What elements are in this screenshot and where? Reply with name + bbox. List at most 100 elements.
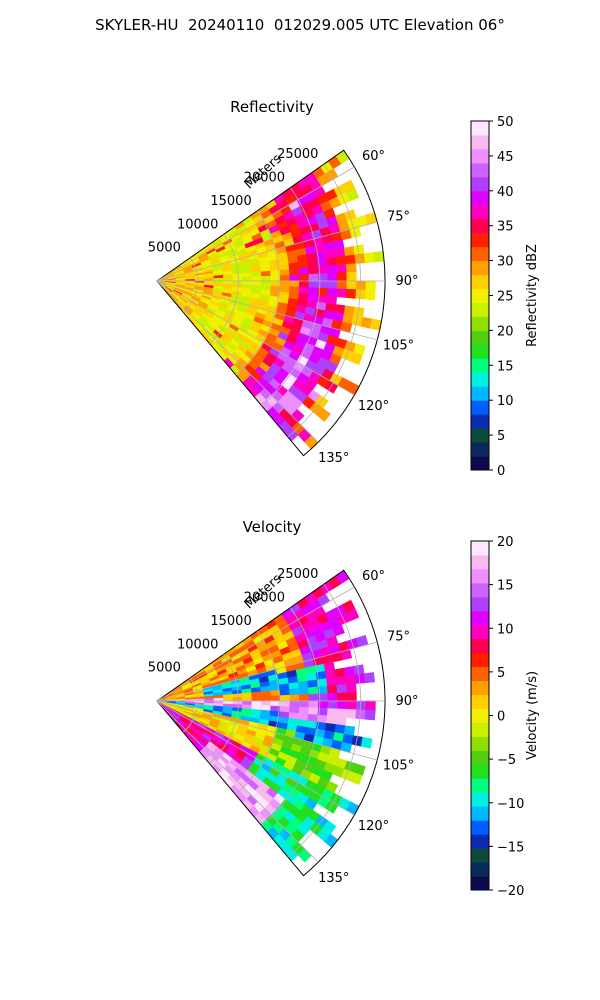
- colorbar-swatch: [471, 736, 489, 751]
- radar-cell: [297, 260, 309, 269]
- radar-cell: [337, 280, 348, 290]
- range-tick-label: 15000: [210, 194, 251, 209]
- radar-cell: [336, 708, 348, 718]
- range-ring: [209, 234, 239, 344]
- radar-cell: [336, 288, 348, 298]
- colorbar-swatch: [471, 344, 489, 359]
- radar-cell: [343, 666, 356, 677]
- colorbar-tick-label: −15: [497, 840, 524, 855]
- range-tick-label: 25000: [277, 147, 318, 162]
- colorbar-tick-label: 10: [497, 622, 514, 637]
- radar-cell: [299, 274, 310, 282]
- radar-cell: [260, 690, 272, 697]
- radar-cell: [288, 262, 300, 270]
- radar-cell: [343, 246, 356, 257]
- radar-cell: [337, 692, 348, 702]
- radar-cell: [223, 277, 234, 282]
- radar-cell: [335, 716, 347, 727]
- radar-cell: [280, 274, 291, 282]
- range-tick-label: 15000: [210, 614, 251, 629]
- radar-cell: [251, 700, 262, 706]
- radar-cell: [335, 675, 347, 686]
- azimuth-tick-label: 120°: [358, 819, 389, 834]
- radar-cell: [346, 691, 357, 702]
- colorbar-swatch: [471, 190, 489, 206]
- azimuth-tick-label: 105°: [383, 759, 414, 774]
- colorbar-swatch: [471, 148, 489, 164]
- radar-cell: [345, 288, 357, 299]
- figure-title: SKYLER-HU 20240110 012029.005 UTC Elevat…: [95, 16, 505, 34]
- radar-cell: [325, 669, 337, 680]
- colorbar-swatch: [471, 666, 489, 682]
- radar-cell: [327, 684, 338, 694]
- colorbar-swatch: [471, 554, 489, 570]
- reflectivity-panel: 60° 75° 90° 105° 120° 135° 5000 10000 15000 20000…: [148, 98, 540, 479]
- reflectivity-colorbar: 0 5 10 15 20 25 30 35 40 45 50 Reflectivity dBZ: [470, 115, 540, 479]
- azimuth-spoke: [156, 700, 378, 761]
- radar-cell: [334, 247, 346, 258]
- panel-title: Reflectivity: [230, 98, 314, 116]
- colorbar-swatch: [471, 638, 489, 654]
- azimuth-spoke: [156, 700, 355, 816]
- radar-cell: [299, 280, 310, 288]
- colorbar-tick-label: 50: [497, 115, 514, 130]
- panel-title: Velocity: [243, 518, 302, 536]
- colorbar-swatch: [471, 792, 489, 807]
- radar-cell: [289, 268, 300, 276]
- radar-cell: [340, 321, 353, 334]
- range-tick-label: 5000: [148, 661, 181, 676]
- radar-cell: [355, 709, 367, 720]
- colorbar-swatch: [471, 596, 489, 612]
- radar-cell: [363, 252, 376, 264]
- range-tick-label: 10000: [177, 217, 218, 232]
- radar-cell: [326, 257, 338, 267]
- radar-cell: [308, 273, 319, 282]
- radar-cell: [345, 683, 357, 694]
- colorbar-tick-label: 45: [497, 150, 514, 165]
- radar-cell: [308, 686, 319, 695]
- colorbar-swatch: [471, 834, 489, 849]
- radar-cell: [242, 696, 253, 702]
- velocity-panel: 60° 75° 90° 105° 120° 135° 5000 10000 15000 20000…: [148, 518, 540, 899]
- radar-cell: [251, 691, 262, 698]
- radar-cell: [327, 692, 338, 702]
- radar-cell: [260, 270, 272, 277]
- radar-cell: [334, 667, 346, 678]
- radar-cell: [327, 264, 338, 274]
- radar-cell: [326, 677, 338, 687]
- radar-cell: [346, 188, 360, 202]
- range-ring: [261, 187, 321, 407]
- radar-cell: [251, 696, 262, 702]
- radar-cell: [308, 287, 319, 296]
- colorbar-tick-label: 35: [497, 220, 514, 235]
- radar-cell: [346, 280, 357, 291]
- colorbar-tick-label: 40: [497, 185, 514, 200]
- radar-cell: [298, 286, 310, 295]
- colorbar-swatch: [471, 372, 489, 387]
- azimuth-spoke: [156, 280, 319, 443]
- azimuth-tick-label: 75°: [387, 209, 410, 224]
- colorbar-swatch: [471, 862, 489, 877]
- azimuth-spoke: [156, 280, 355, 396]
- colorbar-swatch: [471, 848, 489, 863]
- range-ring: [287, 584, 361, 858]
- colorbar-swatch: [471, 218, 489, 234]
- colorbar-label: Velocity (m/s): [525, 671, 540, 760]
- colorbar-swatch: [471, 456, 489, 471]
- colorbar-swatch: [471, 876, 489, 891]
- radar-cell: [232, 276, 243, 282]
- colorbar-tick-label: −5: [497, 753, 516, 768]
- colorbar-swatch: [471, 358, 489, 373]
- velocity-grid: [156, 569, 386, 877]
- colorbar-tick-label: 20: [497, 324, 514, 339]
- range-tick-label: 10000: [177, 637, 218, 652]
- colorbar-swatch: [471, 694, 489, 710]
- radar-cell: [241, 272, 253, 278]
- colorbar-swatch: [471, 274, 489, 290]
- radar-cell: [241, 692, 253, 698]
- range-ring: [182, 677, 199, 733]
- radar-cell: [289, 280, 300, 288]
- colorbar-swatch: [471, 680, 489, 696]
- colorbar-swatch: [471, 316, 489, 331]
- radar-cell: [308, 280, 319, 289]
